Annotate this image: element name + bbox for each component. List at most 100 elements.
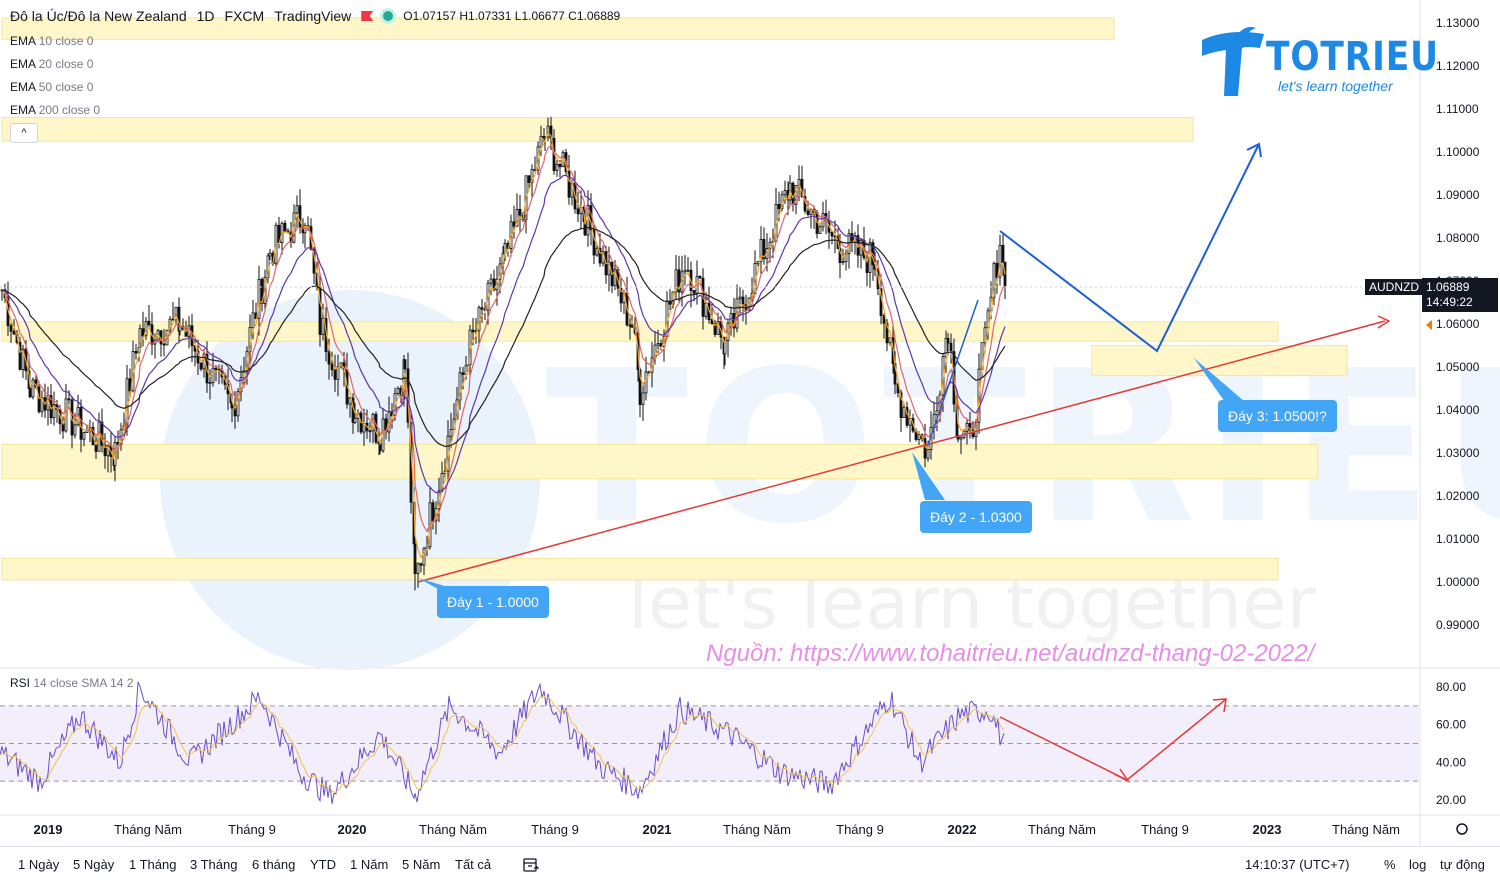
callout-day3: Đáy 3: 1.0500!?: [1218, 400, 1337, 432]
support-zone: [1, 117, 1194, 142]
candle-body: [539, 135, 543, 148]
candle-body: [515, 208, 519, 227]
candle-body: [992, 262, 996, 298]
candle-body: [959, 436, 963, 440]
percent-toggle[interactable]: %: [1384, 857, 1396, 872]
candle-body: [762, 238, 766, 260]
candle-body: [644, 371, 648, 394]
candle-body: [944, 338, 948, 358]
candle-body: [859, 239, 863, 256]
ohlc-high: 1.07331: [468, 9, 512, 23]
auto-toggle[interactable]: tự động: [1440, 857, 1485, 872]
rsi-arrow-icon: [1113, 768, 1131, 783]
candle-body: [303, 225, 307, 234]
timeframe-5y[interactable]: 5 Năm: [402, 857, 441, 872]
flag-icon[interactable]: [361, 11, 374, 21]
time-tick-label: 2019: [34, 822, 63, 837]
candle-body: [18, 341, 22, 370]
candle-body: [908, 418, 912, 426]
candle-body: [12, 330, 16, 335]
candle-body: [321, 318, 325, 335]
indicator-ema200[interactable]: EMA 200 close 0: [10, 103, 101, 117]
rsi-tick-label: 60.00: [1436, 718, 1466, 732]
chart-header: Đô la Úc/Đô la New Zealand 1D FXCM Tradi…: [10, 8, 620, 24]
indicator-ema20[interactable]: EMA 20 close 0: [10, 57, 94, 71]
brand-name: TOTRIEU: [1266, 34, 1439, 80]
candle-body: [698, 276, 702, 279]
rsi-arrow-icon: [1212, 698, 1227, 713]
callout-day2: Đáy 2 - 1.0300: [920, 501, 1032, 533]
collapse-indicators-button[interactable]: ^: [10, 123, 38, 143]
support-zone: [1, 443, 1319, 480]
candle-body: [147, 320, 151, 326]
candle-body: [37, 386, 41, 413]
candle-body: [449, 429, 453, 437]
candle-body: [28, 388, 32, 398]
timeframe-1y[interactable]: 1 Năm: [350, 857, 389, 872]
timeframe-6m[interactable]: 6 tháng: [252, 857, 296, 872]
timeframe-1m[interactable]: 1 Tháng: [129, 857, 177, 872]
candle-body: [458, 372, 462, 401]
log-toggle[interactable]: log: [1409, 857, 1427, 872]
candle-body: [868, 242, 872, 273]
source-text[interactable]: Nguồn: https://www.tohaitrieu.net/audnzd…: [706, 640, 1315, 667]
candle-body: [630, 325, 634, 328]
indicator-ema10[interactable]: EMA 10 close 0: [10, 34, 94, 48]
candle-body: [555, 163, 559, 171]
timeframe-all[interactable]: Tất cả: [455, 857, 492, 872]
brand-logo: TOTRIEU let's learn together: [1198, 22, 1438, 102]
rsi-ma-line: [0, 695, 1005, 793]
market-status-icon: [383, 11, 394, 21]
timeframe-3m[interactable]: 3 Tháng: [190, 857, 238, 872]
timeframe-5d[interactable]: 5 Ngày: [73, 857, 115, 872]
candle-body: [777, 204, 781, 210]
candle-body: [330, 363, 334, 371]
time-tick-label: Tháng Năm: [1028, 822, 1096, 837]
forecast-path: [999, 145, 1259, 353]
candle-body: [576, 208, 580, 215]
candle-body: [208, 382, 212, 384]
candle-body: [806, 210, 810, 215]
candle-body: [592, 229, 596, 256]
timeframe-1d[interactable]: 1 Ngày: [18, 857, 60, 872]
interval[interactable]: 1D: [196, 8, 215, 24]
support-zone: [1091, 345, 1348, 377]
candle-body: [73, 424, 77, 436]
ohlc-low: 1.06677: [521, 9, 565, 23]
candle-body: [818, 226, 822, 234]
rsi-tick-label: 80.00: [1436, 680, 1466, 694]
candle-body: [257, 278, 261, 319]
candle-body: [336, 366, 340, 380]
candle-body: [586, 205, 590, 236]
support-zone: [1, 557, 1279, 581]
rsi-legend[interactable]: RSI 14 close SMA 14 2: [10, 676, 134, 690]
alert-marker-icon: [1426, 320, 1432, 330]
candle-body: [199, 362, 203, 370]
time-tick-label: Tháng 9: [531, 822, 579, 837]
candle-body: [850, 233, 854, 242]
candle-body: [480, 307, 484, 310]
provider: TradingView: [274, 8, 352, 24]
goto-date-icon[interactable]: [522, 857, 540, 873]
symbol-name[interactable]: Đô la Úc/Đô la New Zealand: [10, 8, 187, 24]
price-tick-label: 1.03000: [1436, 446, 1480, 460]
candle-body: [503, 243, 507, 254]
candle-body: [686, 269, 690, 272]
ohlc-values: O1.07157 H1.07331 L1.06677 C1.06889: [403, 9, 621, 23]
candle-body: [926, 449, 930, 459]
candle-body: [9, 325, 13, 332]
candle-body: [251, 312, 255, 328]
timeframe-ytd[interactable]: YTD: [310, 857, 336, 872]
support-zone: [1, 17, 1115, 40]
candle-body: [738, 296, 742, 300]
candle-body: [1001, 244, 1005, 263]
candle-body: [692, 290, 696, 294]
candle-body: [431, 502, 435, 522]
candle-body: [998, 244, 1002, 278]
candle-body: [268, 252, 272, 257]
bar-countdown: 14:49:22: [1426, 295, 1473, 309]
indicator-ema50[interactable]: EMA 50 close 0: [10, 80, 94, 94]
candle-body: [327, 351, 331, 365]
clock[interactable]: 14:10:37 (UTC+7): [1245, 857, 1350, 872]
